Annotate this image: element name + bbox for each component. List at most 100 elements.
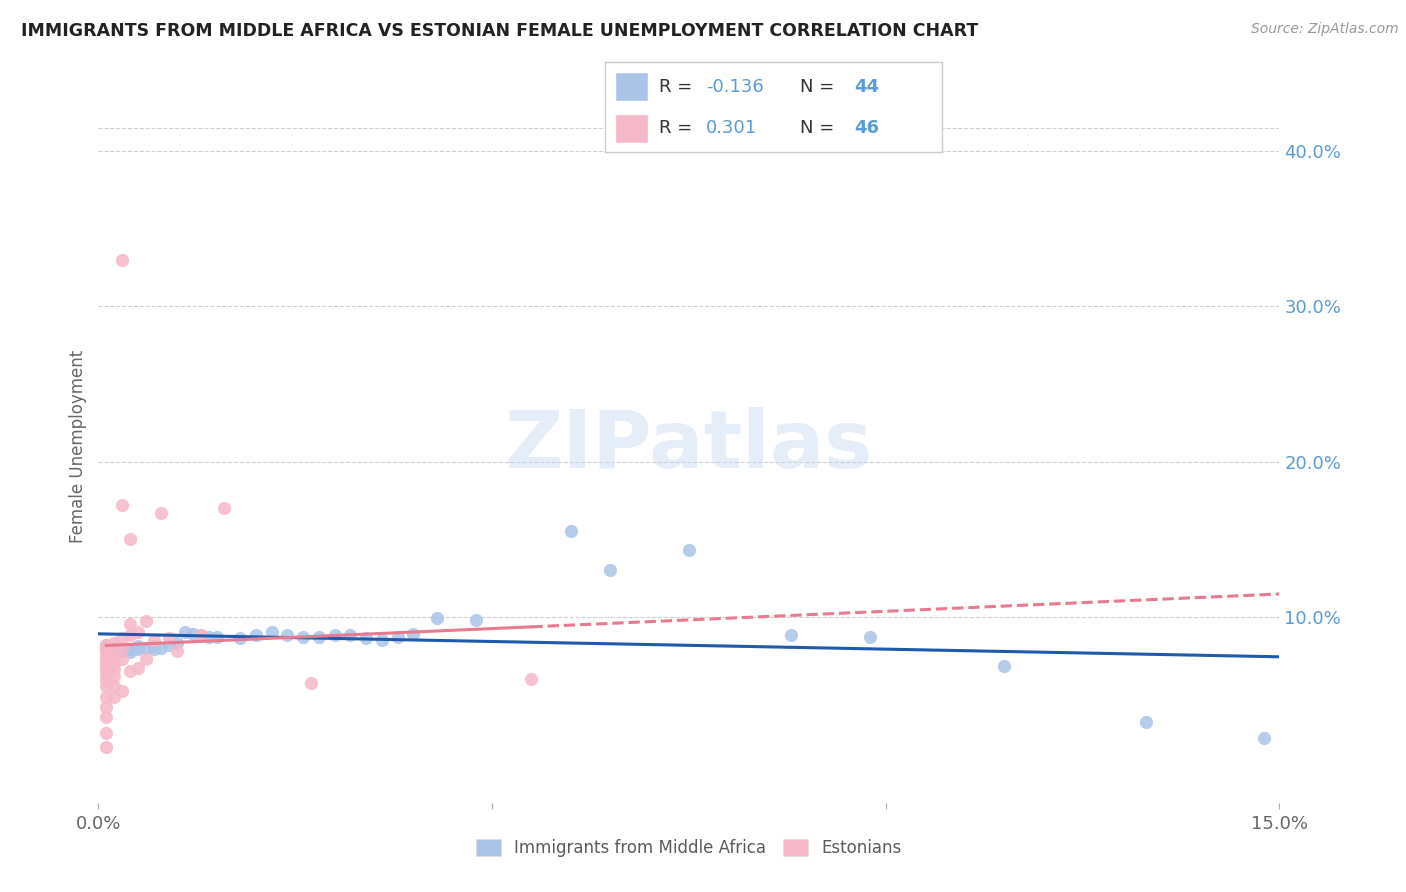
Point — [245, 628, 267, 642]
Point — [96, 650, 118, 665]
Point — [103, 645, 125, 659]
Point — [96, 645, 118, 659]
Text: -0.136: -0.136 — [706, 78, 763, 95]
Point — [96, 690, 118, 705]
Point — [118, 532, 141, 546]
Point — [118, 628, 141, 642]
Point — [780, 628, 803, 642]
Point — [96, 680, 118, 694]
Bar — [614, 114, 648, 143]
Point — [276, 628, 298, 642]
Point — [127, 625, 149, 640]
Point — [135, 640, 157, 655]
Point — [150, 506, 173, 520]
Point — [426, 611, 449, 625]
Text: IMMIGRANTS FROM MIDDLE AFRICA VS ESTONIAN FEMALE UNEMPLOYMENT CORRELATION CHART: IMMIGRANTS FROM MIDDLE AFRICA VS ESTONIA… — [21, 22, 979, 40]
Point — [135, 651, 157, 665]
Text: Source: ZipAtlas.com: Source: ZipAtlas.com — [1251, 22, 1399, 37]
Point — [111, 684, 134, 698]
Point — [96, 739, 118, 754]
Point — [993, 659, 1015, 673]
Point — [96, 710, 118, 724]
Point — [111, 252, 134, 267]
Point — [103, 680, 125, 694]
Point — [127, 639, 149, 653]
Point — [96, 638, 118, 652]
Point — [859, 630, 882, 644]
Point — [118, 645, 141, 659]
Point — [402, 626, 425, 640]
Point — [1253, 731, 1275, 745]
Point — [103, 642, 125, 657]
Point — [166, 644, 188, 658]
Point — [96, 699, 118, 714]
Point — [118, 617, 141, 632]
Point — [135, 615, 157, 629]
Point — [678, 543, 700, 558]
Point — [96, 638, 118, 652]
Point — [181, 626, 204, 640]
Point — [142, 632, 165, 647]
Point — [142, 642, 165, 657]
Text: 46: 46 — [855, 119, 879, 136]
Point — [299, 676, 322, 690]
Point — [96, 657, 118, 672]
Point — [96, 673, 118, 688]
Text: N =: N = — [800, 78, 841, 95]
Y-axis label: Female Unemployment: Female Unemployment — [69, 350, 87, 542]
Point — [96, 726, 118, 740]
Point — [560, 524, 582, 539]
Point — [111, 640, 134, 655]
Point — [127, 661, 149, 675]
Point — [292, 630, 315, 644]
Point — [205, 630, 228, 644]
Point — [166, 636, 188, 650]
Point — [118, 642, 141, 657]
Point — [142, 639, 165, 653]
Point — [103, 640, 125, 655]
Text: N =: N = — [800, 119, 841, 136]
Point — [465, 613, 488, 627]
Point — [103, 690, 125, 705]
Point — [157, 638, 180, 652]
Point — [520, 672, 543, 686]
Legend: Immigrants from Middle Africa, Estonians: Immigrants from Middle Africa, Estonians — [468, 831, 910, 866]
Point — [354, 632, 377, 646]
Point — [96, 667, 118, 681]
Point — [103, 645, 125, 659]
Text: 0.301: 0.301 — [706, 119, 756, 136]
Point — [387, 630, 409, 644]
Point — [197, 630, 219, 644]
Point — [111, 651, 134, 665]
Point — [371, 632, 394, 647]
Point — [103, 636, 125, 650]
Point — [229, 632, 252, 646]
Point — [157, 632, 180, 646]
Point — [190, 628, 212, 642]
Point — [96, 640, 118, 655]
Point — [127, 642, 149, 657]
Point — [111, 644, 134, 658]
Point — [260, 625, 283, 640]
Point — [323, 628, 346, 642]
Point — [96, 662, 118, 676]
Point — [599, 563, 621, 577]
Point — [103, 656, 125, 670]
Point — [111, 640, 134, 655]
Text: R =: R = — [658, 78, 697, 95]
Point — [150, 640, 173, 655]
Text: ZIPatlas: ZIPatlas — [505, 407, 873, 485]
Point — [111, 498, 134, 512]
Bar — [614, 72, 648, 101]
Point — [103, 662, 125, 676]
Point — [111, 632, 134, 646]
Text: R =: R = — [658, 119, 703, 136]
Point — [103, 650, 125, 665]
Text: 44: 44 — [855, 78, 879, 95]
Point — [308, 630, 330, 644]
Point — [214, 501, 236, 516]
Point — [339, 628, 361, 642]
Point — [190, 628, 212, 642]
Point — [96, 642, 118, 657]
Point — [96, 653, 118, 667]
